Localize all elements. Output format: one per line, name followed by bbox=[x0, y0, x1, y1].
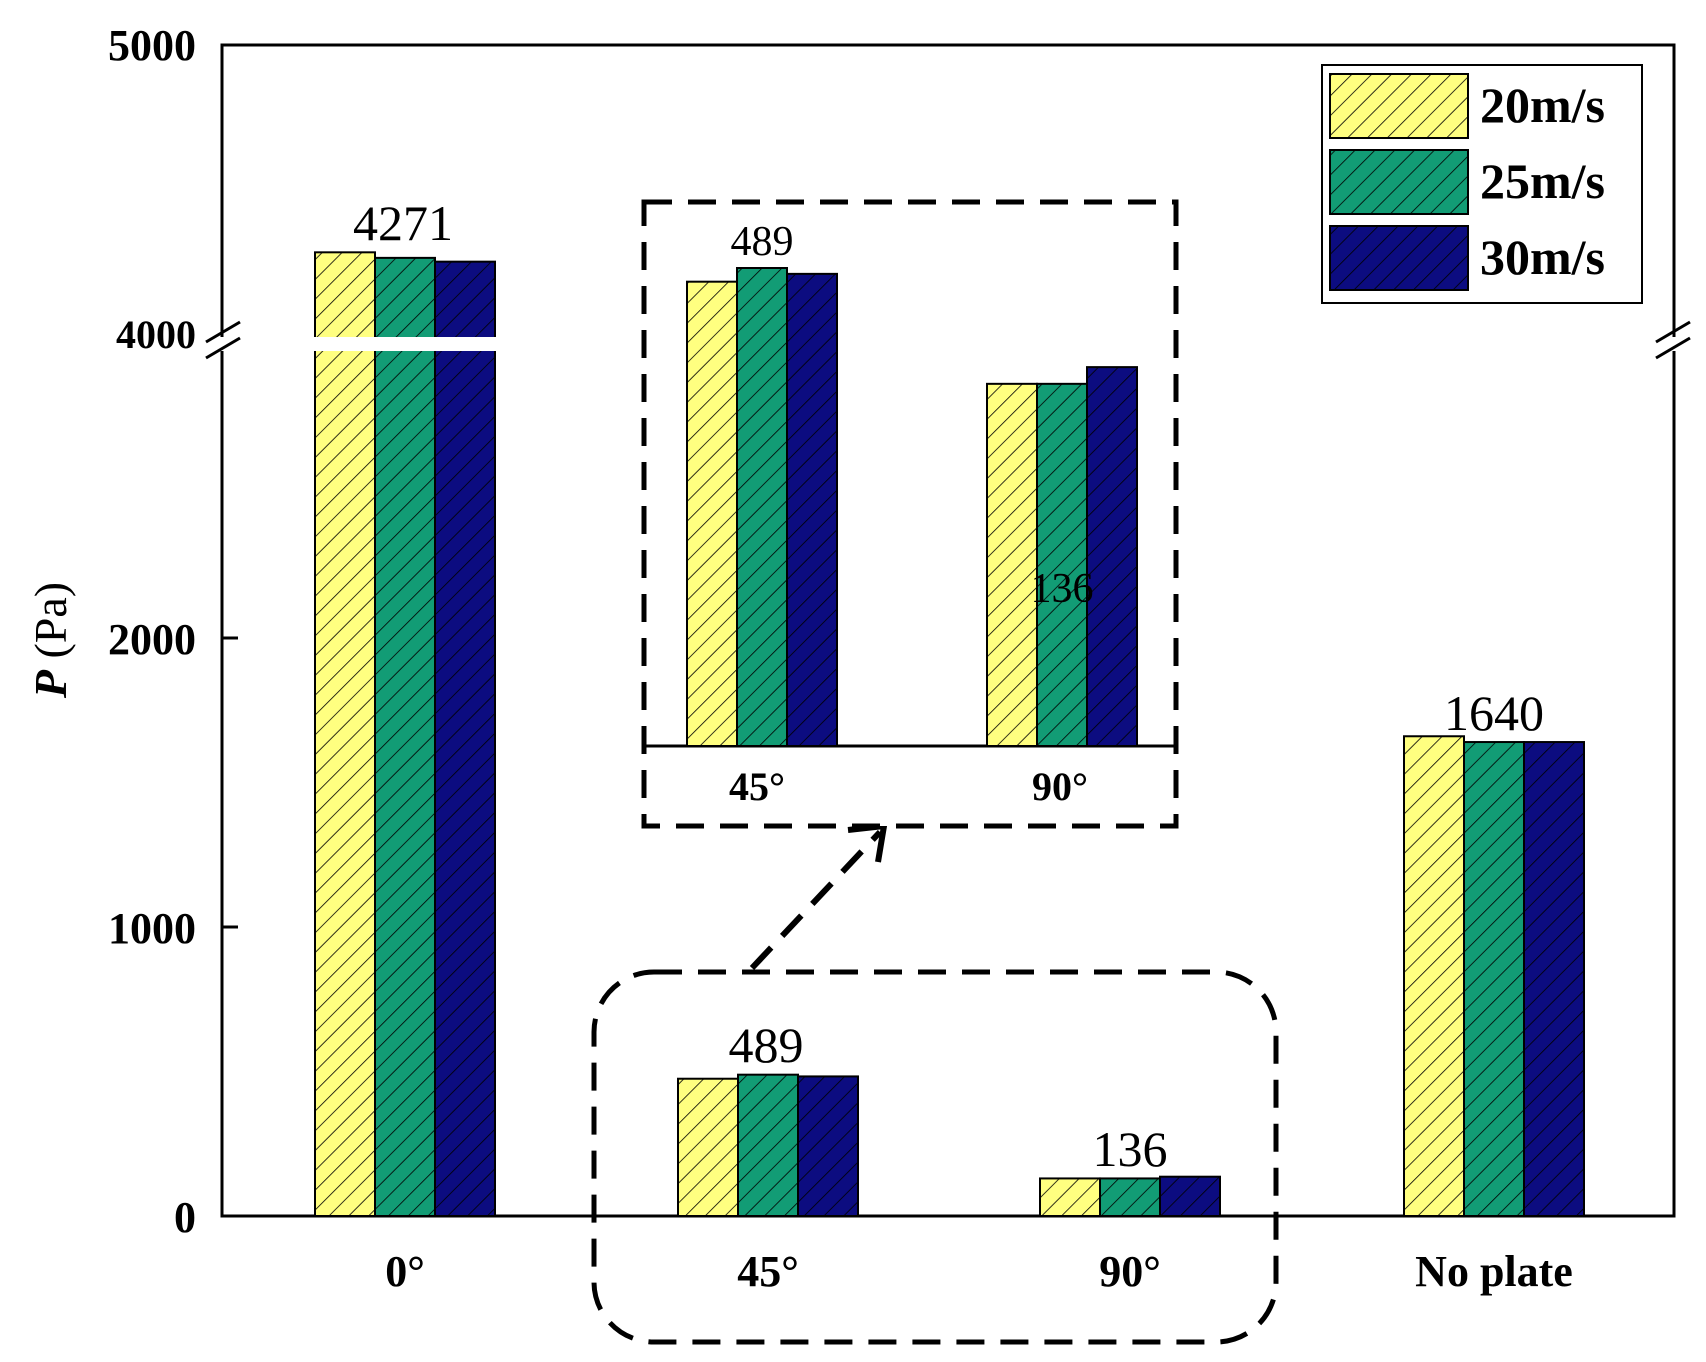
legend-swatch-0-hatch bbox=[1330, 74, 1468, 138]
inset-bar-0-0-hatch bbox=[687, 281, 737, 746]
y-tick-label: 0 bbox=[174, 1193, 196, 1242]
x-axis-labels: 0° 45° 90° No plate bbox=[385, 1200, 1573, 1296]
bar-0-0-hatch bbox=[315, 252, 375, 1216]
legend-swatch-2-hatch bbox=[1330, 226, 1468, 290]
bar-2-1-hatch bbox=[1100, 1178, 1160, 1216]
bar-3-1-hatch bbox=[1464, 742, 1524, 1216]
y-axis-ticks: 0 1000 2000 4000 5000 bbox=[108, 21, 238, 1242]
bar-0-2-hatch bbox=[435, 261, 495, 1216]
bar-0-1-hatch bbox=[375, 257, 435, 1216]
inset-bars bbox=[686, 267, 1138, 747]
x-tick-label: No plate bbox=[1415, 1247, 1573, 1296]
x-tick-label: 45° bbox=[737, 1247, 799, 1296]
inset-data-label-90deg: 136 bbox=[1031, 566, 1094, 612]
x-tick-label: 0° bbox=[385, 1247, 425, 1296]
legend-label-0: 20m/s bbox=[1480, 77, 1605, 133]
y-axis-title: P (Pa) bbox=[25, 582, 76, 699]
zoom-arrow bbox=[749, 829, 883, 971]
data-label-90deg: 136 bbox=[1093, 1121, 1168, 1177]
main-bars bbox=[300, 251, 1585, 1218]
bar-2-2-hatch bbox=[1160, 1176, 1220, 1216]
inset-bar-1-2-hatch bbox=[1087, 367, 1137, 746]
y-tick-label: 5000 bbox=[108, 21, 196, 70]
bar-1-1-hatch bbox=[738, 1074, 798, 1216]
bar-2-0-hatch bbox=[1040, 1178, 1100, 1216]
legend-swatch-1-hatch bbox=[1330, 150, 1468, 214]
inset-data-labels: 489 136 bbox=[731, 219, 1094, 612]
plot-frame bbox=[220, 43, 1676, 1218]
inset-bar-1-1-hatch bbox=[1037, 383, 1087, 746]
axis-break-marks-right bbox=[1655, 320, 1691, 360]
legend-label-1: 25m/s bbox=[1480, 153, 1605, 209]
inset-x-label: 90° bbox=[1032, 764, 1088, 809]
data-label-45deg: 489 bbox=[729, 1017, 804, 1073]
y-axis-title-symbol: P bbox=[25, 669, 76, 699]
y-tick-label: 1000 bbox=[108, 904, 196, 953]
inset-bar-1-0-hatch bbox=[987, 383, 1037, 746]
legend-label-2: 30m/s bbox=[1480, 229, 1605, 285]
bar-break-gap bbox=[300, 337, 510, 351]
y-axis-title-unit: (Pa) bbox=[25, 582, 76, 670]
bar-3-0-hatch bbox=[1404, 736, 1464, 1216]
inset-data-label-45deg: 489 bbox=[731, 219, 794, 265]
bar-3-2-hatch bbox=[1524, 742, 1584, 1216]
axis-break-marks-left bbox=[205, 320, 241, 360]
inset-bar-0-2-hatch bbox=[787, 273, 837, 746]
y-tick-label: 2000 bbox=[108, 615, 196, 664]
inset-x-label: 45° bbox=[729, 764, 785, 809]
bar-1-0-hatch bbox=[678, 1078, 738, 1216]
inset-bar-0-1-hatch bbox=[737, 268, 787, 746]
data-label-0deg: 4271 bbox=[353, 195, 453, 251]
inset-x-labels: 45° 90° bbox=[729, 764, 1088, 809]
legend: 20m/s 25m/s 30m/s bbox=[1329, 73, 1605, 291]
x-tick-label: 90° bbox=[1099, 1247, 1161, 1296]
data-label-no-plate: 1640 bbox=[1444, 685, 1544, 741]
bar-1-2-hatch bbox=[798, 1076, 858, 1216]
y-tick-label: 4000 bbox=[116, 312, 196, 357]
highlight-region bbox=[591, 969, 1279, 1345]
data-labels: 4271 489 136 1640 bbox=[353, 195, 1544, 1177]
